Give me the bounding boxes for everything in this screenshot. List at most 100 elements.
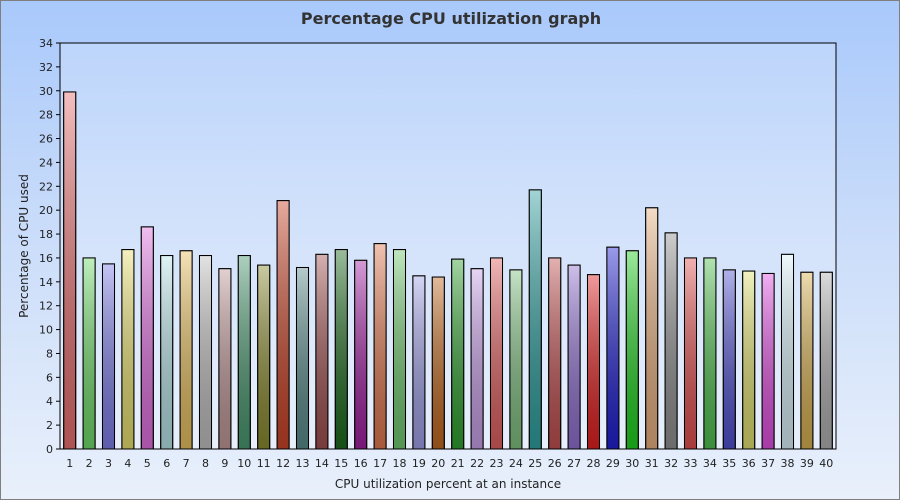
bar-shade-7 [179, 250, 193, 450]
bar-shade-35 [722, 269, 736, 450]
bar-shade-5 [140, 226, 154, 450]
y-tick-label: 32 [39, 61, 53, 74]
y-tick-label: 16 [39, 252, 53, 265]
bar-shade-1 [63, 91, 77, 450]
x-tick-label: 32 [664, 457, 678, 470]
x-tick-label: 25 [528, 457, 542, 470]
bar-shade-10 [237, 255, 251, 450]
x-tick-label: 40 [819, 457, 833, 470]
bar-shade-2 [82, 257, 96, 450]
bar-shade-23 [489, 257, 504, 450]
x-axis-ticks: 1 2 3 4 5 6 7 8 9 10 11 12 13 14 15 16 17 18 19 20 21 22 23 24 2… [66, 457, 833, 470]
x-tick-label: 31 [645, 457, 659, 470]
x-tick-label: 15 [334, 457, 348, 470]
x-tick-label: 22 [470, 457, 484, 470]
bar-shade-8 [198, 255, 213, 450]
bar-shade-11 [257, 264, 271, 450]
plot-area [59, 42, 837, 450]
x-tick-label: 38 [781, 457, 795, 470]
x-tick-label: 20 [431, 457, 445, 470]
bar-shade-29 [606, 246, 620, 450]
x-tick-label: 21 [451, 457, 465, 470]
x-tick-label: 6 [163, 457, 170, 470]
y-tick-label: 26 [39, 133, 53, 146]
x-tick-label: 34 [703, 457, 717, 470]
x-axis-label: CPU utilization percent at an instance [335, 477, 561, 491]
x-tick-label: 9 [221, 457, 228, 470]
y-tick-label: 0 [46, 443, 53, 456]
x-tick-label: 16 [354, 457, 368, 470]
bars-group [63, 91, 833, 450]
x-tick-label: 13 [296, 457, 310, 470]
bar-shade-18 [392, 249, 407, 450]
y-axis-label: Percentage of CPU used [17, 174, 31, 318]
x-tick-label: 24 [509, 457, 523, 470]
y-tick-label: 22 [39, 180, 53, 193]
y-tick-label: 2 [46, 419, 53, 432]
x-tick-label: 28 [587, 457, 601, 470]
y-tick-label: 30 [39, 85, 53, 98]
bar-shade-24 [509, 269, 523, 450]
x-tick-label: 4 [124, 457, 131, 470]
bar-shade-34 [703, 257, 717, 450]
x-tick-label: 14 [315, 457, 329, 470]
y-tick-label: 14 [39, 276, 53, 289]
bar-shade-32 [664, 232, 678, 450]
x-tick-label: 5 [144, 457, 151, 470]
x-tick-label: 19 [412, 457, 426, 470]
bar-shade-28 [586, 274, 601, 450]
bar-shade-9 [218, 268, 232, 450]
y-tick-label: 6 [46, 371, 53, 384]
bar-shade-37 [761, 272, 775, 450]
bar-shade-40 [819, 271, 833, 450]
x-tick-label: 8 [202, 457, 209, 470]
x-tick-label: 36 [742, 457, 756, 470]
x-tick-label: 7 [183, 457, 190, 470]
x-tick-label: 2 [86, 457, 93, 470]
bar-shade-39 [800, 271, 814, 450]
bar-shade-31 [645, 207, 659, 450]
bar-shade-21 [451, 258, 465, 450]
bar-shade-17 [373, 243, 387, 450]
bar-shade-15 [334, 249, 348, 450]
x-tick-label: 37 [761, 457, 775, 470]
bar-shade-36 [742, 270, 756, 450]
bar-shade-27 [567, 264, 581, 450]
bar-shade-13 [295, 266, 310, 450]
bar-shade-12 [276, 200, 290, 450]
x-tick-label: 17 [373, 457, 387, 470]
x-tick-label: 1 [66, 457, 73, 470]
x-tick-label: 18 [393, 457, 407, 470]
y-tick-label: 12 [39, 300, 53, 313]
bar-shade-19 [412, 275, 426, 450]
bar-shade-26 [548, 257, 562, 450]
bar-shade-25 [528, 189, 542, 450]
x-tick-label: 27 [567, 457, 581, 470]
bar-shade-3 [101, 263, 116, 450]
y-tick-label: 34 [39, 37, 53, 50]
bar-shade-33 [683, 257, 698, 450]
bar-shade-20 [431, 276, 445, 450]
bar-shade-6 [160, 255, 174, 450]
y-tick-label: 28 [39, 109, 53, 122]
x-tick-label: 12 [276, 457, 290, 470]
bar-shade-4 [121, 249, 135, 450]
y-tick-label: 8 [46, 347, 53, 360]
x-tick-label: 33 [684, 457, 698, 470]
y-tick-label: 4 [46, 395, 53, 408]
bar-shade-16 [354, 259, 368, 450]
x-tick-label: 10 [237, 457, 251, 470]
y-tick-label: 10 [39, 324, 53, 337]
y-tick-label: 24 [39, 156, 53, 169]
bar-shade-22 [470, 268, 484, 450]
x-tick-label: 3 [105, 457, 112, 470]
chart-title: Percentage CPU utilization graph [301, 9, 601, 28]
x-tick-label: 35 [722, 457, 736, 470]
x-tick-label: 30 [625, 457, 639, 470]
x-tick-label: 29 [606, 457, 620, 470]
bar-shade-14 [315, 253, 329, 450]
bar-shade-38 [780, 253, 795, 450]
